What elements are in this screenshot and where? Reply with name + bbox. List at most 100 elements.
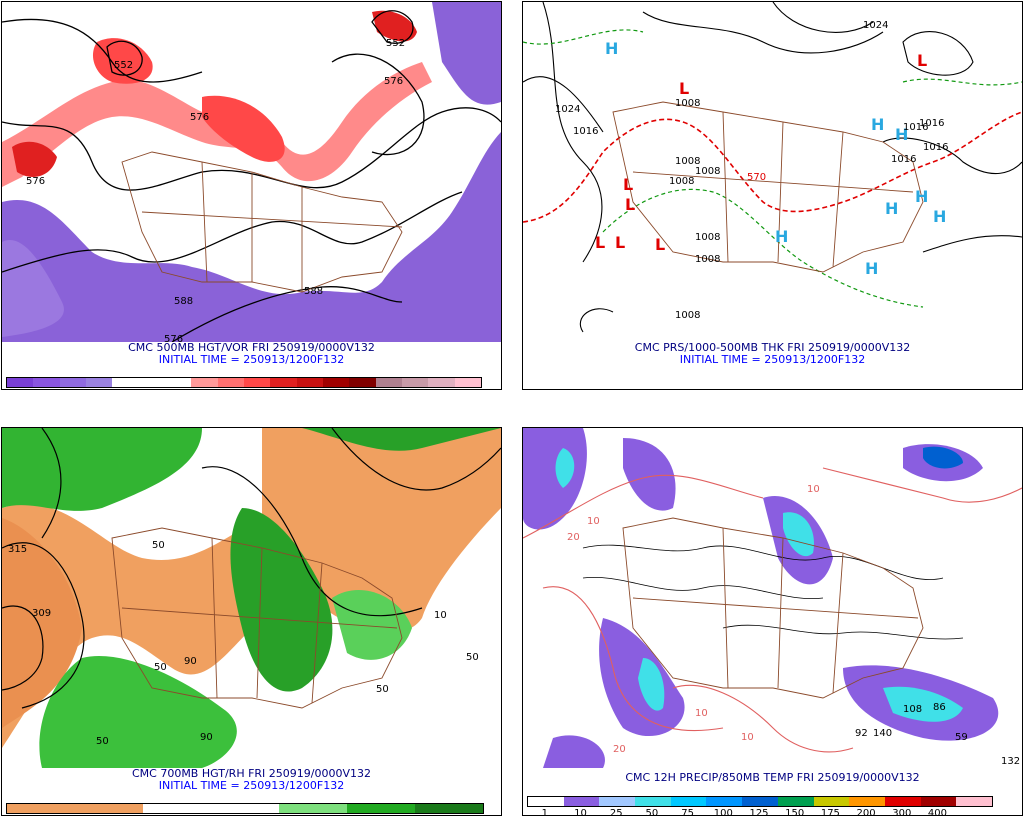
panel-700mb-humidity: 315 309 50 50 50 90 50 50 90 10 CMC 700M… bbox=[1, 427, 502, 816]
height-contour bbox=[582, 576, 824, 600]
scale-swatch bbox=[270, 378, 297, 387]
initial-time: INITIAL TIME = 250913/1200F132 bbox=[158, 353, 345, 366]
scale-swatch bbox=[777, 797, 814, 806]
contour-label: 588 bbox=[174, 296, 193, 307]
scale-swatch bbox=[920, 797, 957, 806]
color-scale-bar bbox=[527, 796, 993, 807]
scale-tick-label: 24 bbox=[329, 389, 342, 390]
precip-shade bbox=[623, 438, 676, 511]
scale-swatch bbox=[112, 378, 139, 387]
dry-shade-west bbox=[2, 518, 82, 728]
isobar-label: 1008 bbox=[675, 310, 700, 321]
scale-tick-label: 125 bbox=[749, 808, 769, 816]
scale-swatch bbox=[279, 804, 347, 813]
scale-tick-label: 25 bbox=[609, 808, 623, 816]
scale-swatch bbox=[75, 804, 143, 813]
contour-label: 10 bbox=[741, 732, 754, 743]
scale-tick-label: 2 bbox=[42, 389, 48, 390]
contour-label: 552 bbox=[386, 38, 405, 49]
temperature-isotherm bbox=[523, 474, 764, 539]
contour-label: 552 bbox=[114, 60, 133, 71]
precip-amount-label: 140 bbox=[873, 728, 892, 739]
contour-label: 90 bbox=[184, 656, 197, 667]
isobar-label: 1016 bbox=[923, 142, 948, 153]
scale-tick-label: 1 bbox=[541, 808, 549, 816]
scale-tick-label: 10 bbox=[68, 815, 81, 816]
scale-swatch bbox=[742, 797, 778, 806]
scale-swatch bbox=[211, 804, 279, 813]
scale-tick-label: 28 bbox=[381, 389, 394, 390]
scale-swatch bbox=[428, 378, 455, 387]
vorticity-shade-positive-coast bbox=[12, 141, 57, 177]
height-contour bbox=[331, 428, 501, 491]
panel-title: CMC 700MB HGT/RH FRI 250919/0000V132 bbox=[131, 767, 372, 780]
precip-shade-heavy bbox=[883, 686, 963, 722]
isobar bbox=[542, 2, 603, 263]
isobar bbox=[579, 308, 614, 333]
low-pressure-marker: L bbox=[679, 79, 689, 98]
scale-tick-label: 10 bbox=[574, 808, 587, 816]
contour-label: 10 bbox=[695, 708, 708, 719]
isobar bbox=[642, 11, 884, 54]
scale-tick-label: 175 bbox=[820, 808, 840, 816]
vorticity-shade-positive-ne bbox=[372, 10, 417, 42]
height-contour bbox=[2, 605, 44, 691]
scale-swatch bbox=[349, 378, 376, 387]
contour-value-labels: 576 576 552 576 588 588 576 552 bbox=[26, 38, 405, 342]
scale-swatch bbox=[217, 378, 244, 387]
scale-swatch bbox=[85, 378, 113, 387]
scale-tick-label: 150 bbox=[785, 808, 805, 816]
scale-swatch bbox=[33, 378, 60, 387]
high-pressure-marker: H bbox=[915, 187, 928, 206]
vorticity-shade-negative-east bbox=[432, 2, 501, 105]
isobar bbox=[523, 76, 604, 133]
scale-tick-label: 46 bbox=[460, 389, 473, 390]
contour-label: 576 bbox=[190, 112, 209, 123]
scale-tick-label: 22 bbox=[302, 389, 315, 390]
contour-label: 10 bbox=[807, 484, 820, 495]
precip-shade bbox=[523, 428, 587, 530]
map-500mb-vorticity: 576 576 552 576 588 588 576 552 bbox=[2, 2, 501, 342]
scale-tick-label: 200 bbox=[856, 808, 876, 816]
scale-swatch bbox=[243, 378, 271, 387]
height-contour bbox=[2, 107, 501, 191]
scale-swatch bbox=[401, 378, 429, 387]
height-contour bbox=[171, 286, 403, 342]
contour-label: 309 bbox=[32, 608, 51, 619]
isobar-value-labels: 1024 1016 1024 1016 1008 1008 1008 1008 … bbox=[555, 20, 948, 321]
precip-shade bbox=[543, 735, 605, 768]
scale-tick-label: 8 bbox=[121, 389, 127, 390]
scale-tick-label: 50 bbox=[204, 815, 217, 816]
high-pressure-marker: H bbox=[871, 115, 884, 134]
low-pressure-marker: L bbox=[575, 341, 585, 342]
isobar bbox=[772, 2, 874, 33]
high-pressure-marker: H bbox=[933, 207, 946, 226]
panel-500mb-vorticity: 576 576 552 576 588 588 576 552 CMC 500M… bbox=[1, 1, 502, 390]
isobar-label: 1008 bbox=[695, 254, 720, 265]
color-scale-bar bbox=[6, 377, 482, 388]
high-pressure-marker: H bbox=[605, 39, 618, 58]
vorticity-shade-west bbox=[2, 240, 64, 337]
color-scale-labels: 10 30 50 70 90 bbox=[6, 815, 482, 816]
contour-label: 10 bbox=[587, 516, 600, 527]
initial-time: INITIAL TIME = 250913/1200F132 bbox=[158, 779, 345, 792]
scale-swatch bbox=[956, 797, 992, 806]
vorticity-shade-negative bbox=[2, 132, 501, 342]
scale-tick-label: 6 bbox=[95, 389, 101, 390]
scale-tick-label: 100 bbox=[713, 808, 733, 816]
initial-time: INITIAL TIME = 250913/1200F132 bbox=[679, 353, 866, 366]
contour-label: 576 bbox=[26, 176, 45, 187]
thickness-label: 570 bbox=[747, 172, 766, 183]
pressure-centers: H H H H H H H H L L L L L L L L bbox=[575, 39, 946, 342]
isobar-label: 1016 bbox=[919, 118, 944, 129]
state-borders bbox=[111, 527, 403, 709]
scale-swatch bbox=[635, 797, 671, 806]
scale-swatch bbox=[415, 804, 483, 813]
scale-tick-label: 20 bbox=[276, 389, 289, 390]
high-pressure-marker: H bbox=[775, 227, 788, 246]
contour-label: 50 bbox=[376, 684, 389, 695]
scale-tick-label: 16 bbox=[223, 389, 236, 390]
scale-swatch bbox=[563, 797, 600, 806]
temperature-isotherm bbox=[542, 586, 724, 732]
scale-swatch bbox=[813, 797, 850, 806]
